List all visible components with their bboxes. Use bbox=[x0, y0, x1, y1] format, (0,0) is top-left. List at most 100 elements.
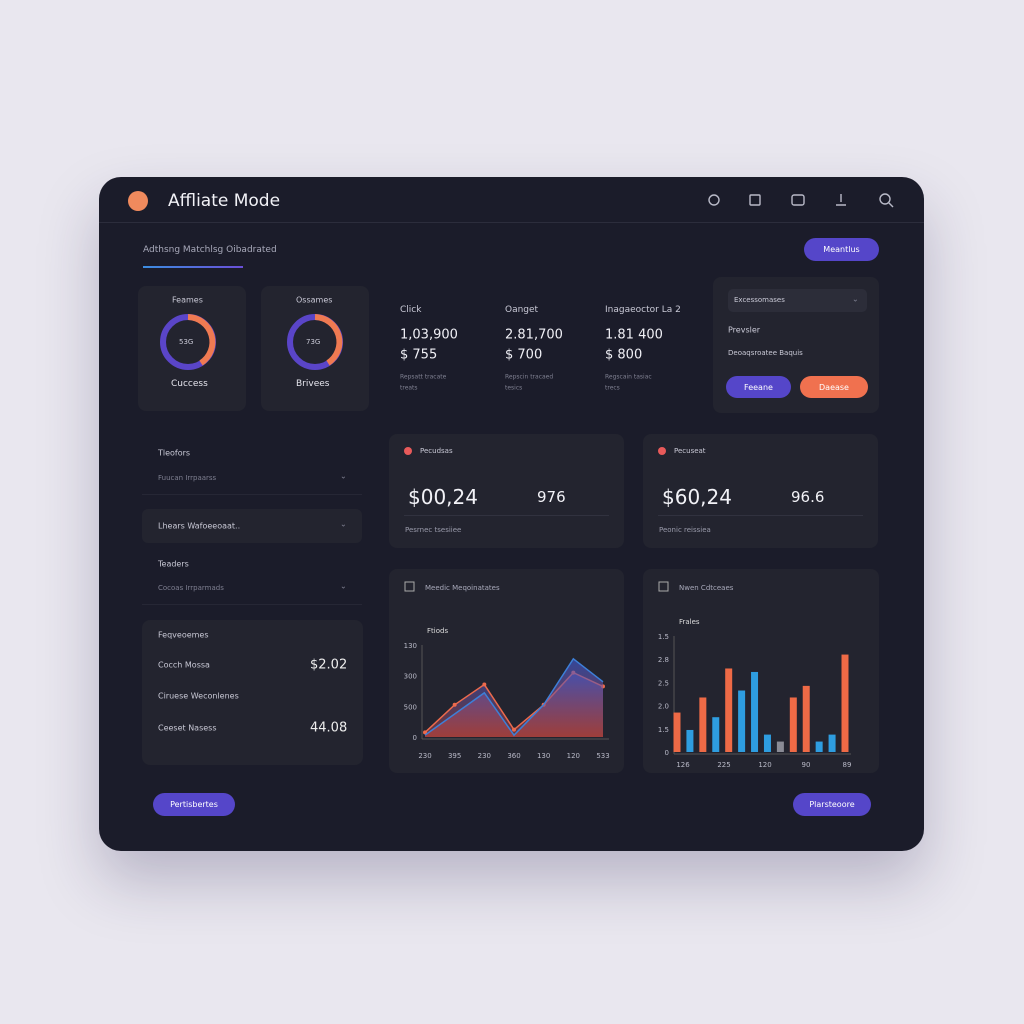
chevron: ⌄ bbox=[340, 471, 347, 481]
filter-item[interactable]: Cocoas Irrparmads bbox=[158, 584, 224, 592]
summary-row-label: Ceeset Nasess bbox=[158, 723, 217, 733]
bar bbox=[815, 741, 823, 752]
metric-second: 976 bbox=[537, 488, 566, 506]
metric-note: Pesrnec tsesiiee bbox=[405, 526, 462, 534]
x-tick-label: 120 bbox=[567, 752, 580, 760]
stat-sub: $ 755 bbox=[400, 347, 438, 363]
stat-note: tesics bbox=[505, 384, 523, 392]
bar bbox=[776, 741, 784, 752]
filter-divider bbox=[142, 494, 362, 495]
icon-search-2[interactable] bbox=[879, 193, 891, 205]
icon-search-handle bbox=[888, 202, 894, 208]
point bbox=[423, 730, 427, 735]
donut bbox=[160, 314, 216, 370]
point bbox=[452, 702, 457, 707]
donut-card bbox=[261, 286, 369, 411]
metric-divider bbox=[404, 515, 609, 516]
chart-icon bbox=[404, 581, 415, 592]
y-tick-label: 2.8 bbox=[658, 656, 669, 664]
bar bbox=[789, 697, 797, 752]
panel-button[interactable]: Feeane bbox=[726, 376, 791, 398]
bar bbox=[686, 729, 694, 752]
stat-note: Regscain tasiac bbox=[605, 373, 652, 381]
bottom-button[interactable]: Pertisbertes bbox=[153, 793, 235, 816]
summary-row-value: $2.02 bbox=[310, 657, 348, 673]
y-tick-label: 2.5 bbox=[658, 679, 669, 687]
bar bbox=[802, 685, 810, 752]
metric-second: 96.6 bbox=[791, 488, 825, 506]
bar bbox=[828, 734, 836, 752]
filter-divider bbox=[142, 604, 362, 605]
stat-label: Inagaeoctor La 2 bbox=[605, 305, 681, 315]
donut-card bbox=[138, 286, 246, 411]
y-tick-label: 0 bbox=[665, 749, 669, 757]
chart-label: Frales bbox=[679, 618, 700, 626]
header-divider bbox=[99, 222, 924, 223]
dropdown[interactable] bbox=[728, 289, 867, 312]
bar bbox=[699, 697, 707, 752]
avatar bbox=[128, 191, 148, 211]
donut bbox=[287, 314, 343, 370]
x-tick-label: 90 bbox=[802, 761, 811, 769]
metric-dot bbox=[404, 447, 412, 455]
metric-title: Pecuseat bbox=[674, 447, 706, 455]
y-tick-label: 0 bbox=[413, 734, 417, 742]
top-button[interactable]: Meantlus bbox=[804, 238, 879, 261]
donut-label: Ossames bbox=[296, 295, 333, 305]
filter-item[interactable]: Fuucan Irrpaarss bbox=[158, 474, 217, 482]
header-icons bbox=[708, 193, 894, 208]
bar-chart: Nwen Cdtceaes Frales 0 1.5 2.0 2.5 2.8 1.5 126 22… bbox=[658, 581, 852, 769]
bar bbox=[712, 717, 720, 752]
filter-title: Tleofors bbox=[158, 448, 191, 458]
stat-note: treats bbox=[400, 384, 418, 392]
y-tick-label: 1.5 bbox=[658, 633, 669, 641]
filter-title: Teaders bbox=[158, 559, 189, 569]
icon-calendar[interactable] bbox=[749, 194, 761, 206]
x-tick-label: 395 bbox=[448, 752, 461, 760]
summary-row-label: Ciruese Weconlenes bbox=[158, 691, 239, 701]
stat-value: 2.81,700 bbox=[505, 327, 563, 343]
summary-title: Feqveoemes bbox=[158, 630, 209, 640]
y-tick-label: 1.5 bbox=[658, 726, 669, 734]
metric-value: $60,24 bbox=[662, 485, 732, 509]
stat-sub: $ 700 bbox=[505, 347, 543, 363]
metric-dot bbox=[658, 447, 666, 455]
tab-label: Adthsng Matchlsg Oibadrated bbox=[143, 245, 277, 255]
stat-note: Repscin tracaed bbox=[505, 373, 554, 381]
chevron: ⌄ bbox=[340, 519, 347, 529]
metric-note: Peonic reissiea bbox=[659, 526, 711, 534]
bar-chart-card bbox=[643, 569, 879, 773]
icon-user[interactable] bbox=[836, 194, 846, 206]
line bbox=[424, 657, 604, 737]
icon-lock[interactable] bbox=[791, 194, 805, 206]
stat-value: 1.81 400 bbox=[605, 327, 663, 343]
metric-card bbox=[643, 434, 878, 548]
bottom-button[interactable]: Plarsteoore bbox=[793, 793, 871, 816]
summary-row-value: 44.08 bbox=[310, 720, 348, 736]
summary-row-label: Cocch Mossa bbox=[158, 660, 210, 670]
area bbox=[425, 658, 603, 737]
option: Prevsler bbox=[728, 325, 761, 335]
donut-value: 53G bbox=[179, 338, 194, 346]
x-tick-label: 533 bbox=[596, 752, 609, 760]
donut-value: 73G bbox=[306, 338, 321, 346]
x-tick-label: 89 bbox=[843, 761, 852, 769]
y-tick-label: 130 bbox=[404, 642, 417, 650]
panel-button[interactable]: Daease bbox=[800, 376, 868, 398]
donut-label: Feames bbox=[172, 295, 203, 305]
stat-label: Click bbox=[400, 305, 422, 315]
point bbox=[482, 682, 487, 687]
chart-icon bbox=[658, 581, 669, 592]
bar bbox=[751, 671, 759, 752]
metric-title: Pecudsas bbox=[420, 447, 453, 455]
icon-search[interactable] bbox=[708, 194, 720, 206]
x-tick-label: 230 bbox=[418, 752, 431, 760]
filter-dropdown-text: Lhears Wafoeeoaat.. bbox=[158, 521, 241, 531]
summary-box bbox=[142, 620, 363, 765]
x-tick-label: 225 bbox=[717, 761, 730, 769]
chevron: ⌄ bbox=[340, 581, 347, 591]
filter-dropdown[interactable] bbox=[142, 509, 362, 543]
x-tick-label: 126 bbox=[676, 761, 690, 769]
bar bbox=[738, 690, 746, 752]
y-tick-label: 2.0 bbox=[658, 703, 669, 711]
